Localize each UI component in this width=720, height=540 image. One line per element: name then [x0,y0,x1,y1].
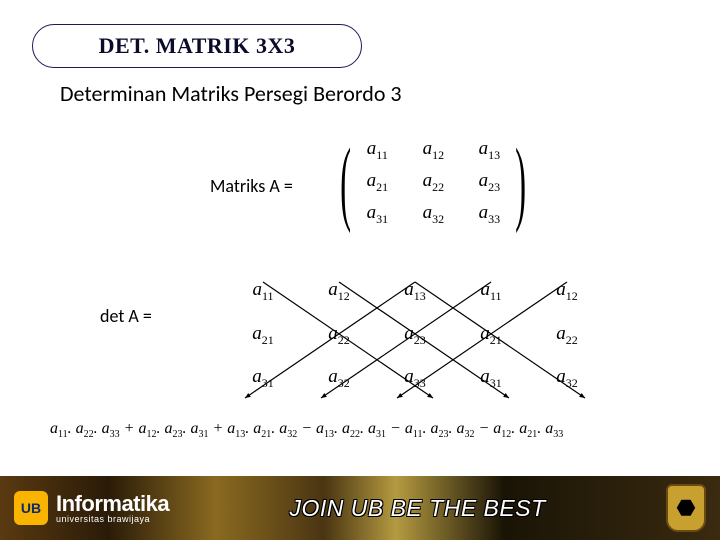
matrix-cell: a31 [367,202,389,227]
paren-left: ( [340,132,351,232]
sarrus-cell: a12 [328,279,350,304]
footer-slogan: JOIN UB BE THE BEST [289,495,545,522]
sarrus-cell: a12 [556,279,578,304]
sarrus-diagram: a11 a12 a13 a11 a12 a21 a22 a23 a21 a22 a31 a32 a33 a… [225,270,605,400]
matrix-a-label: Matriks A = [210,175,293,197]
matrix-cell: a23 [479,170,501,195]
footer-logo-left: UB Informatika universitas brawijaya [14,491,169,525]
sarrus-cell: a21 [480,323,502,348]
matrix-cell: a12 [423,138,445,163]
sarrus-cell: a22 [328,323,350,348]
sarrus-cell: a22 [556,323,578,348]
matrix-a-grid: a11 a12 a13 a21 a22 a23 a31 a32 a33 [349,134,517,230]
sarrus-cell: a33 [404,366,426,391]
matrix-cell: a22 [423,170,445,195]
det-a-label: det A = [100,305,152,327]
slide-subtitle: Determinan Matriks Persegi Berordo 3 [60,80,402,107]
footer: UB Informatika universitas brawijaya JOI… [0,476,720,540]
paren-right: ) [515,132,526,232]
sarrus-cell: a31 [480,366,502,391]
sarrus-cell: a23 [404,323,426,348]
brand-name: Informatika [56,492,169,515]
matrix-cell: a21 [367,170,389,195]
sarrus-grid: a11 a12 a13 a11 a12 a21 a22 a23 a21 a22 a31 a32 a33 a… [225,270,605,400]
sarrus-cell: a31 [252,366,274,391]
sarrus-cell: a11 [480,279,501,304]
brand-sub: universitas brawijaya [56,515,169,524]
crest-icon: ⬣ [666,484,706,532]
sarrus-cell: a13 [404,279,426,304]
brand-text: Informatika universitas brawijaya [56,492,169,525]
matrix-cell: a11 [367,138,388,163]
matrix-cell: a13 [479,138,501,163]
matrix-a: ( a11 a12 a13 a21 a22 a23 a31 a32 a33 ) [330,132,537,232]
matrix-cell: a33 [479,202,501,227]
sarrus-cell: a21 [252,323,274,348]
determinant-formula: a11. a22. a33 + a12. a23. a31 + a13. a21… [50,420,690,440]
sarrus-cell: a32 [328,366,350,391]
sarrus-cell: a32 [556,366,578,391]
ub-badge-icon: UB [14,491,48,525]
slide-title: DET. MATRIK 3X3 [32,24,362,68]
matrix-cell: a32 [423,202,445,227]
sarrus-cell: a11 [252,279,273,304]
